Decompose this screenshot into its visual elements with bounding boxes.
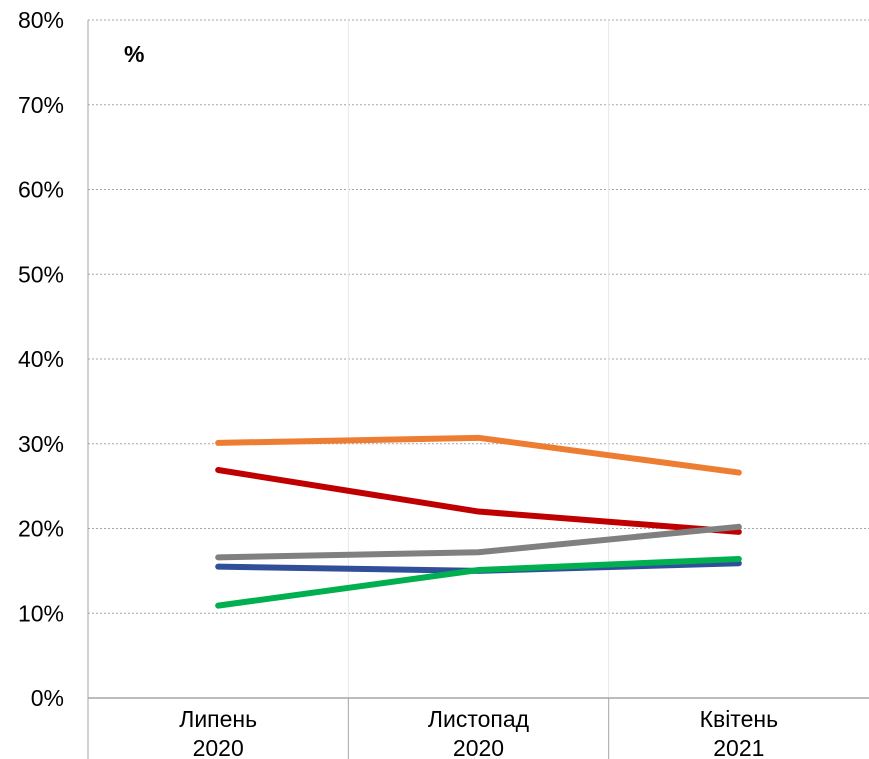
x-axis-category-labels: Липень 2020 Листопад 2020 Квітень 2021	[179, 706, 778, 759]
series-line-3	[215, 523, 742, 561]
y-tick-label: 10%	[18, 600, 64, 626]
x-category-label-line2: 2020	[453, 735, 504, 759]
gridlines	[88, 19, 869, 698]
x-category-label-line2: 2021	[713, 735, 764, 759]
series-line-2	[215, 467, 742, 535]
y-tick-label: 80%	[18, 7, 64, 33]
y-axis-tick-labels: 0% 10% 20% 30% 40% 50% 60% 70% 80%	[18, 7, 64, 711]
y-tick-label: 20%	[18, 516, 64, 542]
axes	[87, 20, 869, 759]
y-tick-label: 0%	[31, 685, 64, 711]
y-tick-label: 50%	[18, 261, 64, 287]
x-category-label-line1: Листопад	[428, 706, 530, 732]
series-line-1	[215, 434, 742, 476]
series-line-5	[215, 556, 742, 609]
y-tick-label: 40%	[18, 346, 64, 372]
y-tick-label: 70%	[18, 92, 64, 118]
x-category-label-line1: Липень	[179, 706, 257, 732]
y-tick-label: 30%	[18, 431, 64, 457]
series-lines	[215, 434, 742, 609]
x-category-label-line1: Квітень	[700, 706, 778, 732]
x-category-label-line2: 2020	[193, 735, 244, 759]
unit-label: %	[124, 41, 144, 67]
y-tick-label: 60%	[18, 177, 64, 203]
